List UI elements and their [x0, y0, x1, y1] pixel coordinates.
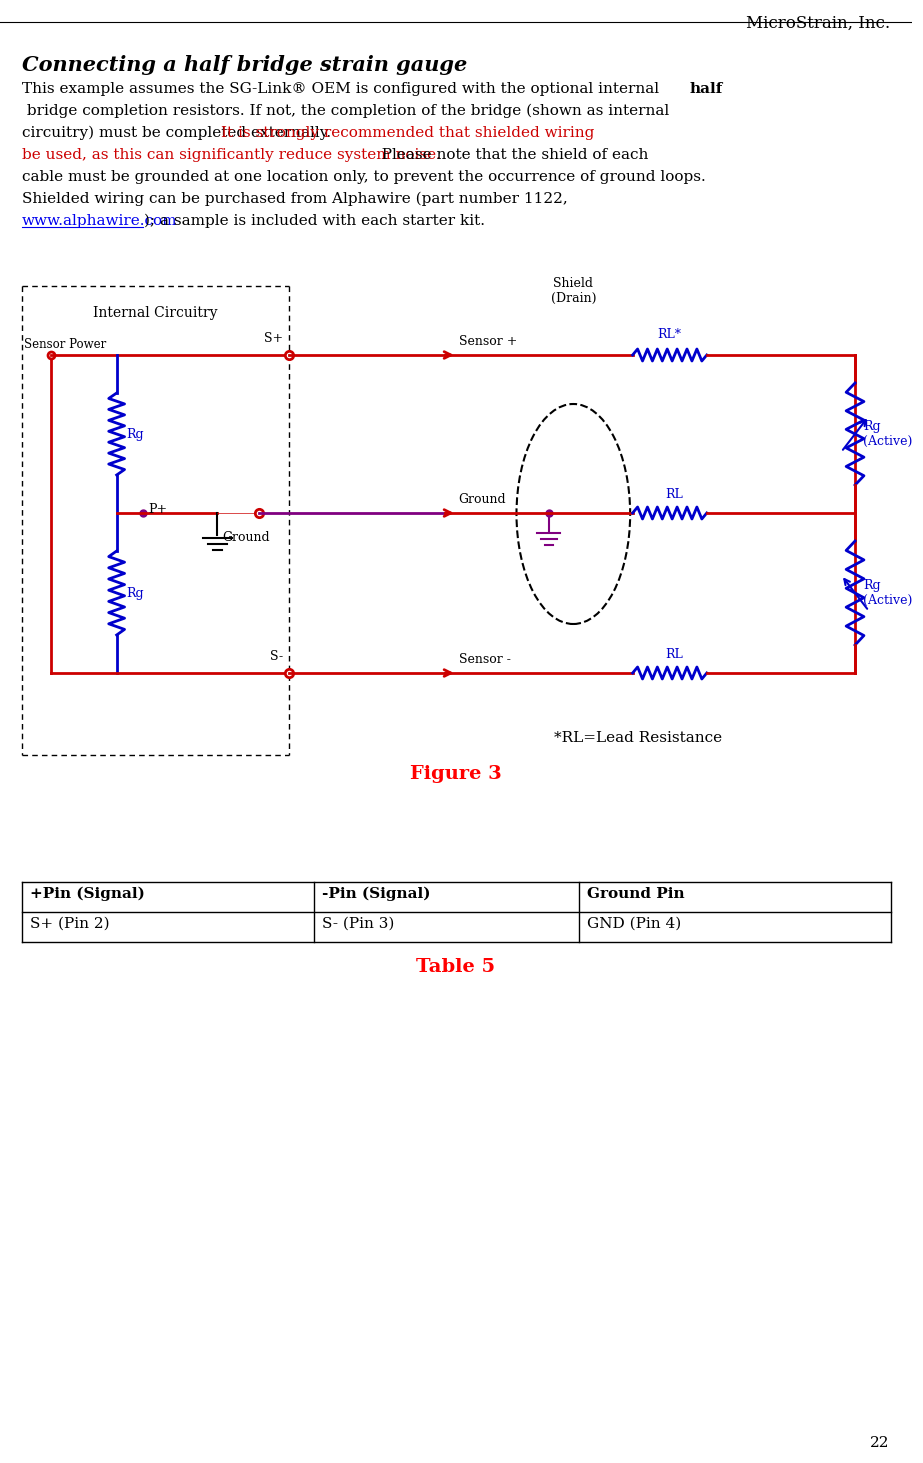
Text: circuitry) must be completed externally.: circuitry) must be completed externally. — [22, 126, 336, 140]
Text: +Pin (Signal): +Pin (Signal) — [30, 887, 145, 901]
Text: Sensor +: Sensor + — [459, 335, 517, 348]
Text: Sensor -: Sensor - — [459, 652, 510, 666]
Text: Please note that the shield of each: Please note that the shield of each — [372, 148, 648, 162]
Text: cable must be grounded at one location only, to prevent the occurrence of ground: cable must be grounded at one location o… — [22, 170, 705, 184]
Text: Rg: Rg — [126, 587, 144, 600]
Text: MicroStrain, Inc.: MicroStrain, Inc. — [746, 15, 890, 32]
Text: GND (Pin 4): GND (Pin 4) — [587, 917, 681, 930]
Text: S+: S+ — [264, 332, 282, 345]
Text: Ground: Ground — [222, 531, 270, 544]
Text: Connecting a half bridge strain gauge: Connecting a half bridge strain gauge — [22, 56, 467, 75]
Text: RL: RL — [665, 489, 683, 500]
Text: S+ (Pin 2): S+ (Pin 2) — [30, 917, 109, 930]
Text: half: half — [690, 82, 724, 97]
Text: Shield
(Drain): Shield (Drain) — [551, 277, 596, 304]
Text: Rg: Rg — [126, 427, 144, 440]
Text: Table 5: Table 5 — [416, 958, 496, 976]
Text: S-: S- — [270, 650, 282, 663]
Text: P+: P+ — [149, 503, 167, 516]
Text: bridge completion resistors. If not, the completion of the bridge (shown as inte: bridge completion resistors. If not, the… — [22, 104, 669, 119]
Text: Shielded wiring can be purchased from Alphawire (part number 1122,: Shielded wiring can be purchased from Al… — [22, 192, 568, 206]
Text: ); a sample is included with each starter kit.: ); a sample is included with each starte… — [144, 214, 485, 228]
Text: -Pin (Signal): -Pin (Signal) — [322, 887, 431, 901]
Text: It is strongly recommended that shielded wiring: It is strongly recommended that shielded… — [222, 126, 594, 140]
Text: Rg
(Active): Rg (Active) — [863, 579, 912, 607]
Text: Figure 3: Figure 3 — [410, 765, 501, 783]
Text: Ground: Ground — [459, 493, 507, 506]
Text: *RL=Lead Resistance: *RL=Lead Resistance — [554, 732, 722, 745]
Text: This example assumes the SG-Link® OEM is configured with the optional internal: This example assumes the SG-Link® OEM is… — [22, 82, 664, 97]
Text: 22: 22 — [870, 1437, 890, 1450]
Text: S- (Pin 3): S- (Pin 3) — [322, 917, 395, 930]
Text: www.alphawire.com: www.alphawire.com — [22, 214, 177, 228]
Text: Ground Pin: Ground Pin — [587, 887, 685, 901]
Text: Internal Circuitry: Internal Circuitry — [93, 306, 218, 320]
Text: Rg
(Active): Rg (Active) — [863, 420, 912, 448]
Text: RL*: RL* — [657, 328, 681, 341]
Text: Sensor Power: Sensor Power — [24, 338, 106, 351]
Text: be used, as this can significantly reduce system noise.: be used, as this can significantly reduc… — [22, 148, 440, 162]
Text: RL: RL — [665, 648, 683, 661]
